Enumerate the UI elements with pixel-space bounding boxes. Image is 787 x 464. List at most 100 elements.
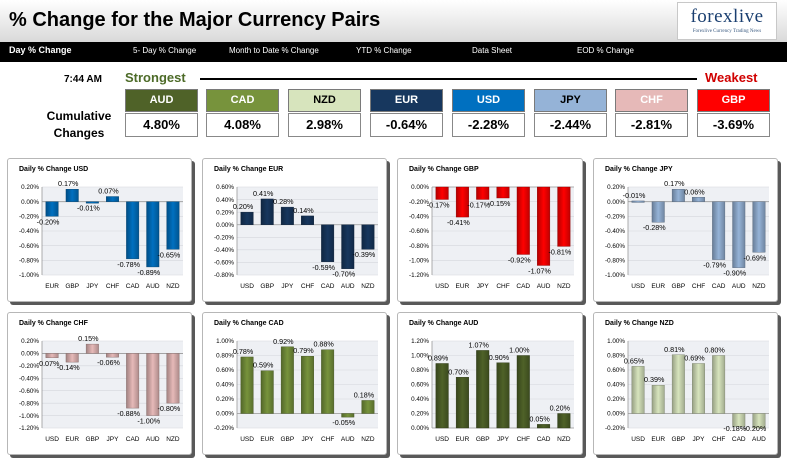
y-tick-label: 0.60% (216, 367, 234, 374)
bar-usd (240, 211, 254, 225)
x-tick-label: GBP (280, 436, 294, 443)
data-label: -0.07% (37, 359, 60, 368)
data-label: 0.79% (293, 346, 314, 355)
data-label: -0.01% (77, 203, 100, 212)
bar-cad (321, 224, 335, 262)
data-label: -1.07% (528, 266, 551, 275)
y-tick-label: -0.60% (214, 260, 234, 267)
bar-cad (537, 424, 551, 429)
data-label: 0.20% (550, 404, 571, 413)
forexlive-logo: forexlive Forexlive Currency Trading New… (677, 2, 777, 40)
data-label: -0.89% (137, 268, 160, 277)
bar-chf (712, 355, 726, 414)
currency-value-eur: -0.64% (370, 113, 443, 137)
data-label: 0.18% (354, 390, 375, 399)
logo-brand: forexlive (690, 6, 764, 27)
data-label: 0.17% (58, 179, 79, 188)
data-label: -0.20% (37, 217, 60, 226)
bar-jpy (692, 363, 705, 414)
data-label: 0.88% (313, 340, 334, 349)
data-label: 0.06% (684, 187, 705, 196)
nav-eod-change[interactable]: EOD % Change (577, 46, 634, 55)
currency-value-usd: -2.28% (452, 113, 525, 137)
nav-month-to-date[interactable]: Month to Date % Change (229, 46, 319, 55)
bar-usd (631, 200, 645, 203)
y-tick-label: -0.60% (19, 243, 39, 250)
data-label: 1.07% (469, 340, 490, 349)
x-tick-label: GBP (65, 283, 79, 290)
bar-eur (65, 353, 79, 363)
bar-jpy (496, 362, 510, 429)
y-tick-label: 0.80% (411, 367, 429, 374)
nav-ytd-change[interactable]: YTD % Change (356, 46, 412, 55)
y-tick-label: 0.20% (21, 338, 39, 345)
x-tick-label: NZD (557, 283, 571, 290)
y-tick-label: -0.20% (409, 199, 429, 206)
x-tick-label: EUR (45, 283, 59, 290)
chart-jpy: 0.20% 0.00% -0.20% -0.40% -0.60% -0.80% -1.00%… (605, 179, 769, 290)
bar-eur (260, 370, 274, 414)
chart-eur: 0.60%0.40%0.20%0.00%-0.20%-0.40%-0.60%-0… (214, 184, 378, 290)
bar-chf (692, 197, 705, 202)
chart-gbp: 0.00% -0.20% -0.40% -0.60% -0.80% -1.00% -1.20… (409, 184, 574, 290)
currency-box-chf: CHF (615, 89, 688, 112)
data-label: -0.14% (57, 363, 80, 372)
bar-gbp (671, 354, 685, 414)
y-tick-label: 0.20% (607, 184, 625, 191)
y-tick-label: -1.00% (19, 272, 39, 279)
x-tick-label: NZD (166, 436, 180, 443)
bar-nzd (752, 201, 766, 253)
bar-usd (435, 186, 449, 200)
y-tick-label: -0.40% (409, 214, 429, 221)
x-tick-label: CAD (537, 436, 551, 443)
nav-day-change[interactable]: Day % Change (9, 45, 72, 55)
data-label: 0.39% (644, 375, 665, 384)
x-tick-label: JPY (497, 436, 510, 443)
bar-nzd (166, 353, 180, 404)
bar-chf (106, 196, 119, 202)
data-label: -0.70% (332, 270, 355, 279)
chart-nzd: 1.00% 0.80% 0.60% 0.40% 0.20% 0.00% -0.20% 0.65… (605, 338, 769, 443)
x-tick-label: AUD (341, 283, 355, 290)
data-label: 0.28% (273, 197, 294, 206)
bar-usd (631, 366, 645, 414)
currency-value-nzd: 2.98% (288, 113, 361, 137)
y-tick-label: -0.20% (214, 234, 234, 241)
y-tick-label: 0.20% (21, 184, 39, 191)
x-tick-label: USD (631, 283, 645, 290)
x-tick-label: NZD (557, 436, 571, 443)
chart-panel-aud: Daily % Change AUD 1.20% 1.00% 0.80% 0.60% 0… (397, 312, 583, 455)
chart-panel-nzd: Daily % Change NZD 1.00% 0.80% 0.60% 0.40% 0… (593, 312, 778, 455)
currency-value-aud: 4.80% (125, 113, 198, 137)
bar-gbp (280, 346, 294, 414)
x-tick-label: EUR (651, 283, 665, 290)
plot-area (237, 187, 378, 275)
x-tick-label: JPY (477, 283, 490, 290)
y-tick-label: 0.20% (216, 396, 234, 403)
data-label: -0.78% (117, 260, 140, 269)
bar-gbp (85, 343, 99, 354)
x-tick-label: CHF (321, 436, 334, 443)
chart-title: Daily % Change JPY (605, 166, 673, 173)
x-tick-label: JPY (107, 436, 120, 443)
weakest-label: Weakest (705, 70, 758, 85)
currency-box-jpy: JPY (534, 89, 607, 112)
x-tick-label: AUD (732, 283, 746, 290)
page-title: % Change for the Major Currency Pairs (9, 9, 381, 31)
cumulative-changes-label: Cumulative Changes (46, 109, 112, 140)
x-tick-label: JPY (86, 283, 99, 290)
nav-5day-change[interactable]: 5- Day % Change (133, 46, 197, 55)
y-tick-label: -0.80% (605, 258, 625, 265)
x-tick-label: USD (631, 436, 645, 443)
x-tick-label: CAD (732, 436, 746, 443)
nav-data-sheet[interactable]: Data Sheet (472, 46, 513, 55)
y-tick-label: 1.00% (607, 338, 625, 345)
x-tick-label: AUD (341, 436, 355, 443)
y-tick-label: -0.60% (605, 243, 625, 250)
chart-title: Daily % Change GBP (409, 166, 479, 173)
data-label: 0.70% (448, 367, 469, 376)
currency-value-cad: 4.08% (206, 113, 279, 137)
y-tick-label: -0.20% (605, 425, 625, 432)
chart-title: Daily % Change USD (19, 166, 89, 173)
bar-usd (435, 363, 449, 429)
